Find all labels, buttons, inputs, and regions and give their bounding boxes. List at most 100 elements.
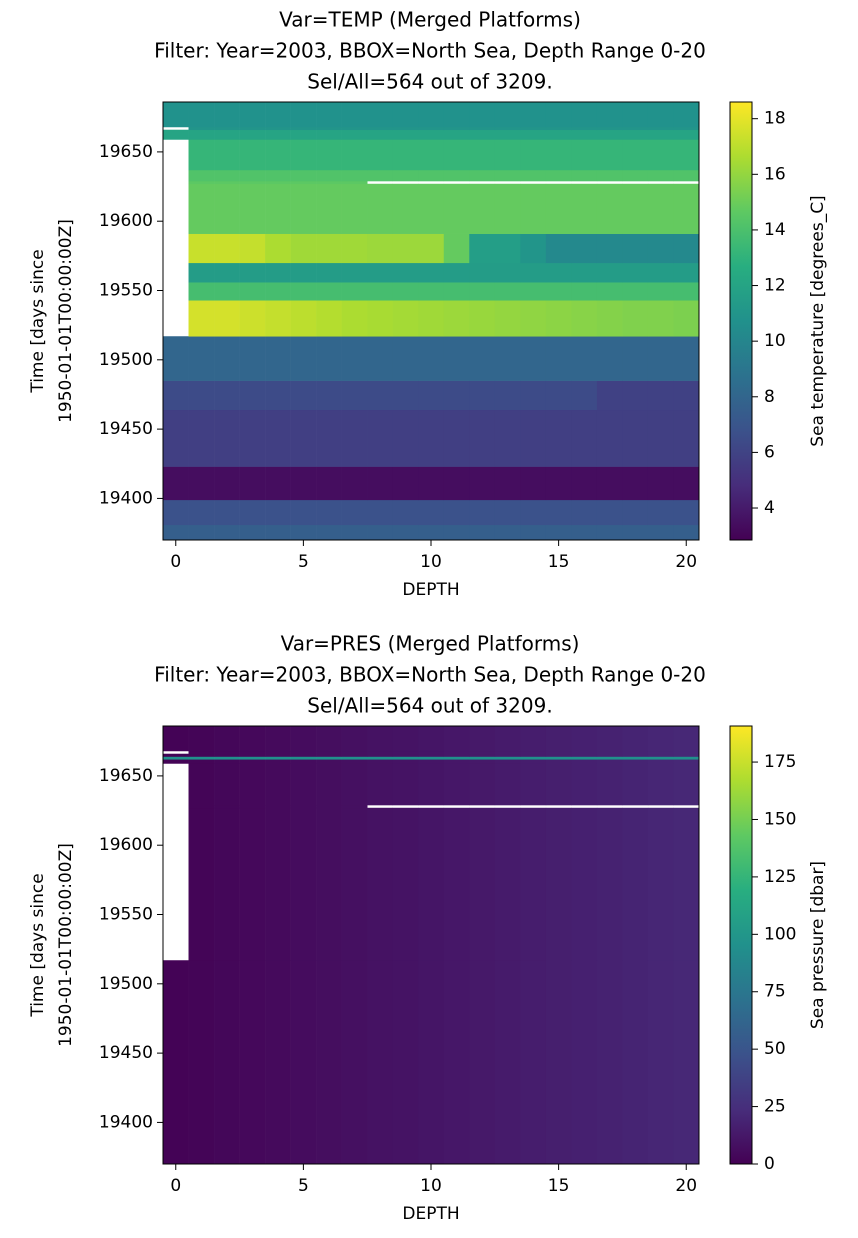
- heat-cell: [647, 126, 674, 131]
- heat-cell: [367, 300, 394, 337]
- heat-cell: [647, 807, 674, 961]
- colorbar-tick-label: 75: [764, 982, 786, 1002]
- heat-cell: [469, 756, 496, 760]
- heat-cell: [239, 282, 266, 301]
- heat-cell: [341, 960, 368, 1165]
- heat-cell: [443, 807, 470, 961]
- heat-cell: [290, 524, 317, 541]
- y-axis-label: 1950-01-01T00:00:00Z]: [56, 843, 76, 1047]
- heat-cell: [290, 282, 317, 301]
- colorbar-tick-label: 8: [764, 387, 775, 407]
- heat-cell: [214, 805, 240, 809]
- colorbar-tick-label: 0: [764, 1154, 775, 1174]
- heat-cell: [290, 759, 317, 764]
- heat-cell: [367, 960, 394, 1165]
- y-tick-label: 19650: [99, 766, 153, 786]
- heat-cell: [647, 129, 674, 140]
- heat-cell: [316, 750, 342, 755]
- heat-cell: [188, 807, 215, 961]
- heat-cell: [596, 336, 623, 381]
- heat-cell: [239, 763, 266, 806]
- heat-cell: [290, 805, 317, 809]
- heat-cell: [469, 499, 496, 526]
- heat-cell: [647, 380, 674, 411]
- heat-cell: [469, 466, 496, 501]
- heat-cell: [571, 169, 598, 182]
- heat-cell: [367, 763, 394, 806]
- heat-cell: [188, 753, 215, 757]
- heat-cell: [443, 126, 470, 131]
- colorbar-tick-label: 16: [764, 164, 786, 184]
- heat-cell: [367, 262, 394, 283]
- heat-cell: [596, 960, 623, 1165]
- heat-cell: [596, 300, 623, 337]
- y-axis-label: Time [days since: [28, 249, 48, 393]
- heat-cell: [163, 102, 189, 128]
- heat-cell: [622, 300, 649, 337]
- heat-cell: [214, 181, 240, 185]
- heat-cell: [418, 960, 445, 1165]
- heat-cell: [239, 126, 266, 131]
- heat-cell: [188, 409, 215, 467]
- heat-cell: [392, 960, 419, 1165]
- heat-cell: [265, 499, 291, 526]
- heat-cell: [545, 409, 572, 467]
- heat-cell: [188, 282, 215, 301]
- heat-cell: [520, 759, 547, 764]
- heat-cell: [367, 233, 394, 264]
- heat-cell: [443, 262, 470, 283]
- heat-cell: [494, 282, 521, 301]
- heat-cell: [622, 169, 649, 182]
- heat-cell: [316, 181, 342, 185]
- heat-cell: [214, 763, 240, 806]
- heat-cell: [571, 262, 598, 283]
- heat-cell: [647, 169, 674, 182]
- heat-cell: [316, 380, 342, 411]
- heat-cell: [443, 300, 470, 337]
- heat-cell: [316, 524, 342, 541]
- heat-cell: [673, 336, 700, 381]
- colorbar-tick-label: 100: [764, 924, 796, 944]
- heat-cell: [341, 336, 368, 381]
- heat-cell: [622, 336, 649, 381]
- heat-cell: [392, 466, 419, 501]
- heat-cell: [520, 126, 547, 131]
- heat-cell: [520, 466, 547, 501]
- heat-cell: [392, 139, 419, 171]
- heat-cell: [545, 499, 572, 526]
- heat-cell: [571, 524, 598, 541]
- heat-cell: [341, 524, 368, 541]
- heat-cell: [469, 380, 496, 411]
- heat-cell: [188, 300, 215, 337]
- colorbar-tick-label: 175: [764, 752, 796, 772]
- heat-cell: [418, 750, 445, 755]
- heat-cell: [214, 466, 240, 501]
- heat-cell: [673, 129, 700, 140]
- heat-cell: [392, 524, 419, 541]
- heat-cell: [469, 183, 496, 234]
- heat-cell: [316, 756, 342, 760]
- heat-cell: [418, 524, 445, 541]
- heat-cell: [265, 960, 291, 1165]
- heat-cell: [239, 102, 266, 128]
- heat-cell: [341, 282, 368, 301]
- heat-cell: [290, 102, 317, 128]
- heat-cell: [188, 233, 215, 264]
- chart-title: Filter: Year=2003, BBOX=North Sea, Depth…: [154, 39, 706, 63]
- heat-cell: [520, 380, 547, 411]
- heat-cell: [367, 807, 394, 961]
- heat-cell: [367, 409, 394, 467]
- heat-cell: [341, 169, 368, 182]
- heat-cell: [545, 183, 572, 234]
- heat-cell: [622, 380, 649, 411]
- heat-cell: [392, 726, 419, 752]
- heat-cell: [316, 233, 342, 264]
- heat-cell: [265, 763, 291, 806]
- heat-cell: [443, 409, 470, 467]
- y-tick-label: 19650: [99, 142, 153, 162]
- heat-cell: [316, 753, 342, 757]
- heat-cell: [520, 756, 547, 760]
- heat-cell: [596, 169, 623, 182]
- heat-cell: [443, 753, 470, 757]
- heat-cell: [647, 282, 674, 301]
